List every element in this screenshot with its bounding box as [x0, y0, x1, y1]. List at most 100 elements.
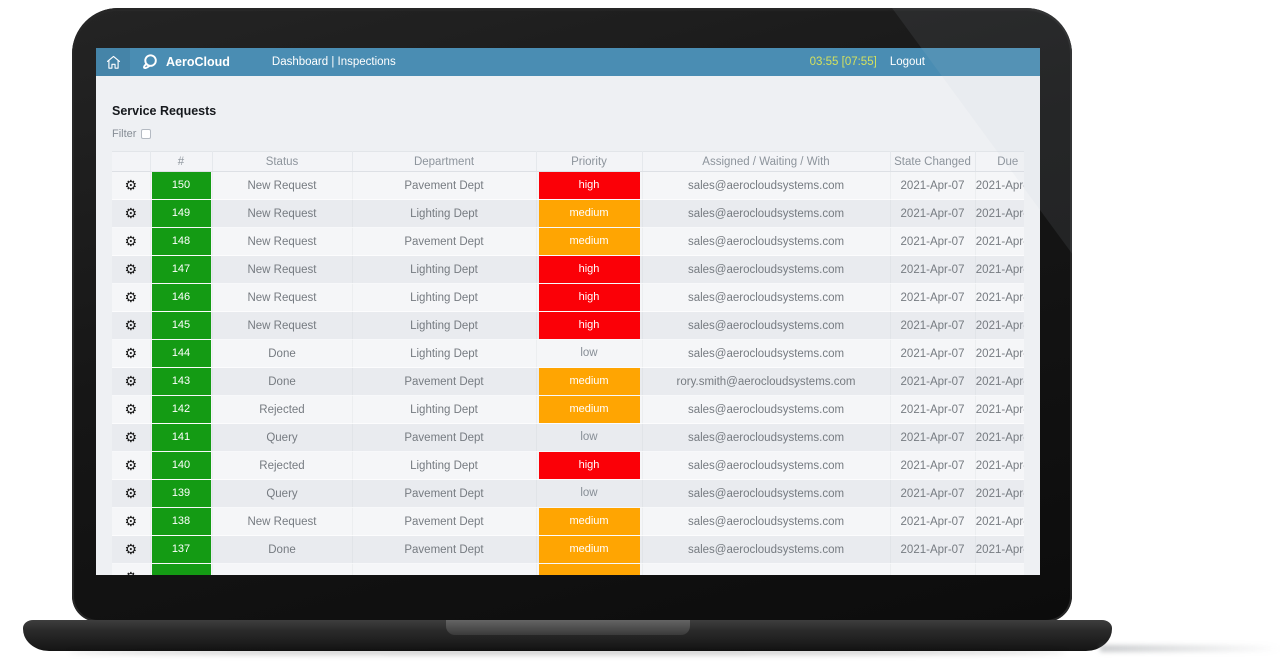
- state-changed-cell: 2021-Apr-07: [890, 507, 976, 536]
- assigned-cell: sales@aerocloudsystems.com: [642, 171, 891, 200]
- service-request-row: ⚙ 146 New Request Lighting Dept high sal…: [112, 283, 1024, 312]
- app-header-bar: AeroCloud Dashboard | Inspections 03:55 …: [96, 48, 1040, 76]
- due-cell: 2021-Apr-07: [975, 423, 1024, 452]
- assigned-cell: sales@aerocloudsystems.com: [642, 255, 891, 284]
- status-cell: Rejected: [212, 395, 353, 424]
- gear-icon[interactable]: ⚙: [124, 289, 138, 306]
- due-cell: 2021-Apr-07: [975, 283, 1024, 312]
- status-cell: Done: [212, 367, 353, 396]
- due-cell: 2021-Apr-07: [975, 507, 1024, 536]
- department-cell: Lighting Dept: [352, 451, 537, 480]
- priority-badge: high: [538, 452, 640, 479]
- department-cell: Pavement Dept: [352, 367, 537, 396]
- request-number-badge[interactable]: 150: [151, 172, 211, 199]
- request-number-badge[interactable]: 139: [151, 480, 211, 507]
- col-due[interactable]: Due: [975, 151, 1024, 172]
- gear-icon[interactable]: ⚙: [124, 570, 137, 576]
- filter-checkbox[interactable]: [141, 128, 152, 139]
- service-request-row: ⚙ 138 New Request Pavement Dept medium s…: [112, 507, 1024, 536]
- col-department[interactable]: Department: [352, 151, 537, 172]
- priority-badge: medium: [538, 536, 640, 563]
- state-changed-cell: [890, 563, 976, 575]
- home-icon: [106, 55, 120, 69]
- request-number-badge[interactable]: 149: [151, 200, 211, 227]
- brand-name: AeroCloud: [166, 55, 230, 69]
- col-actions: [112, 151, 151, 172]
- status-cell: New Request: [212, 227, 353, 256]
- gear-icon[interactable]: ⚙: [124, 457, 138, 474]
- breadcrumb[interactable]: Dashboard | Inspections: [271, 56, 396, 68]
- state-changed-cell: 2021-Apr-07: [890, 451, 976, 480]
- col-priority[interactable]: Priority: [536, 151, 643, 172]
- gear-icon[interactable]: ⚙: [124, 317, 138, 334]
- state-changed-cell: 2021-Apr-07: [890, 255, 976, 284]
- due-cell: 2021-Apr-07: [975, 227, 1024, 256]
- assigned-cell: sales@aerocloudsystems.com: [642, 227, 891, 256]
- col-assigned[interactable]: Assigned / Waiting / With: [642, 151, 891, 172]
- request-number-badge[interactable]: 142: [151, 396, 211, 423]
- service-requests-table: # Status Department Priority Assigned / …: [112, 151, 1024, 575]
- assigned-cell: rory.smith@aerocloudsystems.com: [642, 367, 891, 396]
- department-cell: Pavement Dept: [352, 507, 537, 536]
- request-number-badge[interactable]: 138: [151, 508, 211, 535]
- request-number-badge[interactable]: 143: [151, 368, 211, 395]
- gear-icon[interactable]: ⚙: [124, 373, 138, 390]
- col-status[interactable]: Status: [212, 151, 353, 172]
- state-changed-cell: 2021-Apr-07: [890, 535, 976, 564]
- gear-icon[interactable]: ⚙: [124, 345, 138, 362]
- status-cell: New Request: [212, 507, 353, 536]
- priority-badge: high: [538, 256, 640, 283]
- assigned-cell: sales@aerocloudsystems.com: [642, 339, 891, 368]
- request-number-badge[interactable]: 146: [151, 284, 211, 311]
- gear-icon[interactable]: ⚙: [124, 485, 138, 502]
- table-header-row: # Status Department Priority Assigned / …: [112, 151, 1024, 172]
- gear-icon[interactable]: ⚙: [124, 541, 138, 558]
- status-cell: Done: [212, 339, 353, 368]
- department-cell: Lighting Dept: [352, 283, 537, 312]
- request-number-badge[interactable]: 148: [151, 228, 211, 255]
- priority-badge: low: [580, 347, 598, 359]
- request-number-badge[interactable]: 147: [151, 256, 211, 283]
- assigned-cell: sales@aerocloudsystems.com: [642, 199, 891, 228]
- service-request-row: ⚙ 150 New Request Pavement Dept high sal…: [112, 171, 1024, 200]
- assigned-cell: sales@aerocloudsystems.com: [642, 283, 891, 312]
- priority-badge: medium: [538, 228, 640, 255]
- request-number-badge[interactable]: 140: [151, 452, 211, 479]
- session-timer: 03:55 [07:55]: [809, 56, 877, 68]
- assigned-cell: [642, 563, 891, 575]
- gear-icon[interactable]: ⚙: [124, 177, 138, 194]
- status-cell: [212, 563, 353, 575]
- gear-icon[interactable]: ⚙: [124, 261, 138, 278]
- request-number-badge[interactable]: 145: [151, 312, 211, 339]
- gear-icon[interactable]: ⚙: [124, 233, 138, 250]
- laptop-shadow: [1100, 645, 1280, 652]
- service-request-row: ⚙ 145 New Request Lighting Dept high sal…: [112, 311, 1024, 340]
- request-number-badge[interactable]: 141: [151, 424, 211, 451]
- col-number[interactable]: #: [150, 151, 213, 172]
- assigned-cell: sales@aerocloudsystems.com: [642, 311, 891, 340]
- state-changed-cell: 2021-Apr-07: [890, 171, 976, 200]
- priority-badge: medium: [538, 368, 640, 395]
- status-cell: New Request: [212, 199, 353, 228]
- laptop-screen-bezel: AeroCloud Dashboard | Inspections 03:55 …: [72, 8, 1072, 622]
- logout-link[interactable]: Logout: [889, 56, 925, 68]
- col-state-changed[interactable]: State Changed: [890, 151, 976, 172]
- priority-badge: [538, 564, 640, 575]
- priority-badge: medium: [538, 396, 640, 423]
- request-number-badge[interactable]: 137: [151, 536, 211, 563]
- assigned-cell: sales@aerocloudsystems.com: [642, 479, 891, 508]
- status-cell: New Request: [212, 311, 353, 340]
- request-number-badge[interactable]: 144: [151, 340, 211, 367]
- due-cell: 2021-Apr-07: [975, 367, 1024, 396]
- home-button[interactable]: [96, 48, 130, 76]
- gear-icon[interactable]: ⚙: [124, 205, 138, 222]
- filter-label: Filter: [112, 127, 137, 140]
- due-cell: 2021-Apr-07: [975, 255, 1024, 284]
- request-number-badge[interactable]: [151, 564, 211, 575]
- gear-icon[interactable]: ⚙: [124, 401, 138, 418]
- due-cell: 2021-Apr-07: [975, 479, 1024, 508]
- department-cell: Pavement Dept: [352, 479, 537, 508]
- gear-icon[interactable]: ⚙: [124, 429, 138, 446]
- gear-icon[interactable]: ⚙: [124, 513, 138, 530]
- page-title: Service Requests: [112, 104, 217, 118]
